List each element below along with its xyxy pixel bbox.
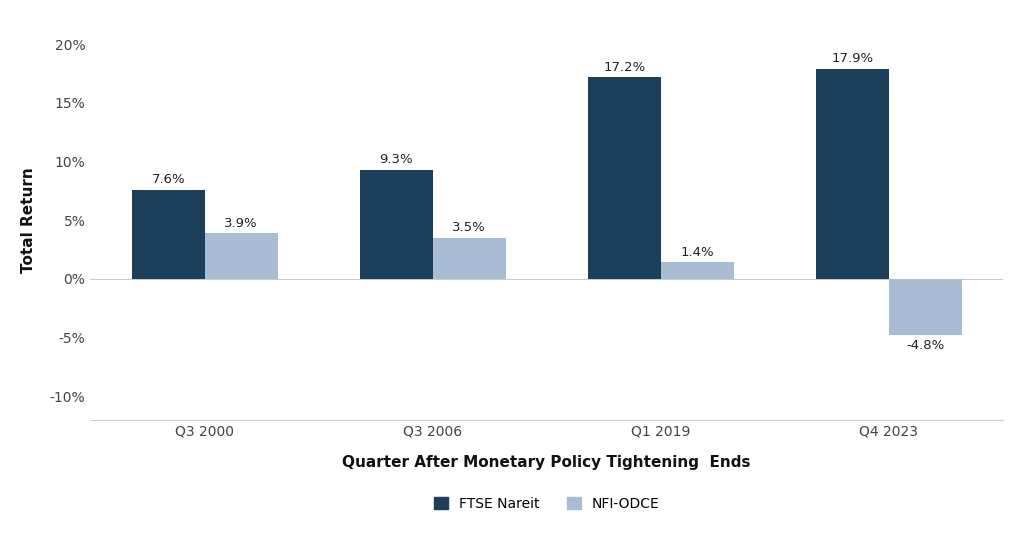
Bar — [205, 233, 278, 279]
Text: -4.8%: -4.8% — [906, 339, 944, 352]
Legend: FTSE Nareit, NFI-ODCE: FTSE Nareit, NFI-ODCE — [428, 491, 666, 516]
Text: 17.9%: 17.9% — [831, 52, 873, 66]
Text: 3.5%: 3.5% — [453, 221, 486, 235]
Bar — [660, 263, 733, 279]
Text: 7.6%: 7.6% — [152, 173, 185, 186]
Bar — [132, 190, 205, 279]
Y-axis label: Total Return: Total Return — [20, 167, 36, 273]
Bar — [588, 77, 660, 279]
Bar — [433, 238, 506, 279]
Text: 3.9%: 3.9% — [224, 217, 258, 230]
X-axis label: Quarter After Monetary Policy Tightening  Ends: Quarter After Monetary Policy Tightening… — [342, 455, 751, 470]
Text: 9.3%: 9.3% — [379, 153, 413, 166]
Text: 17.2%: 17.2% — [603, 61, 645, 74]
Text: 1.4%: 1.4% — [680, 246, 714, 259]
Bar — [359, 170, 433, 279]
Bar — [816, 69, 889, 279]
Bar — [889, 279, 962, 335]
